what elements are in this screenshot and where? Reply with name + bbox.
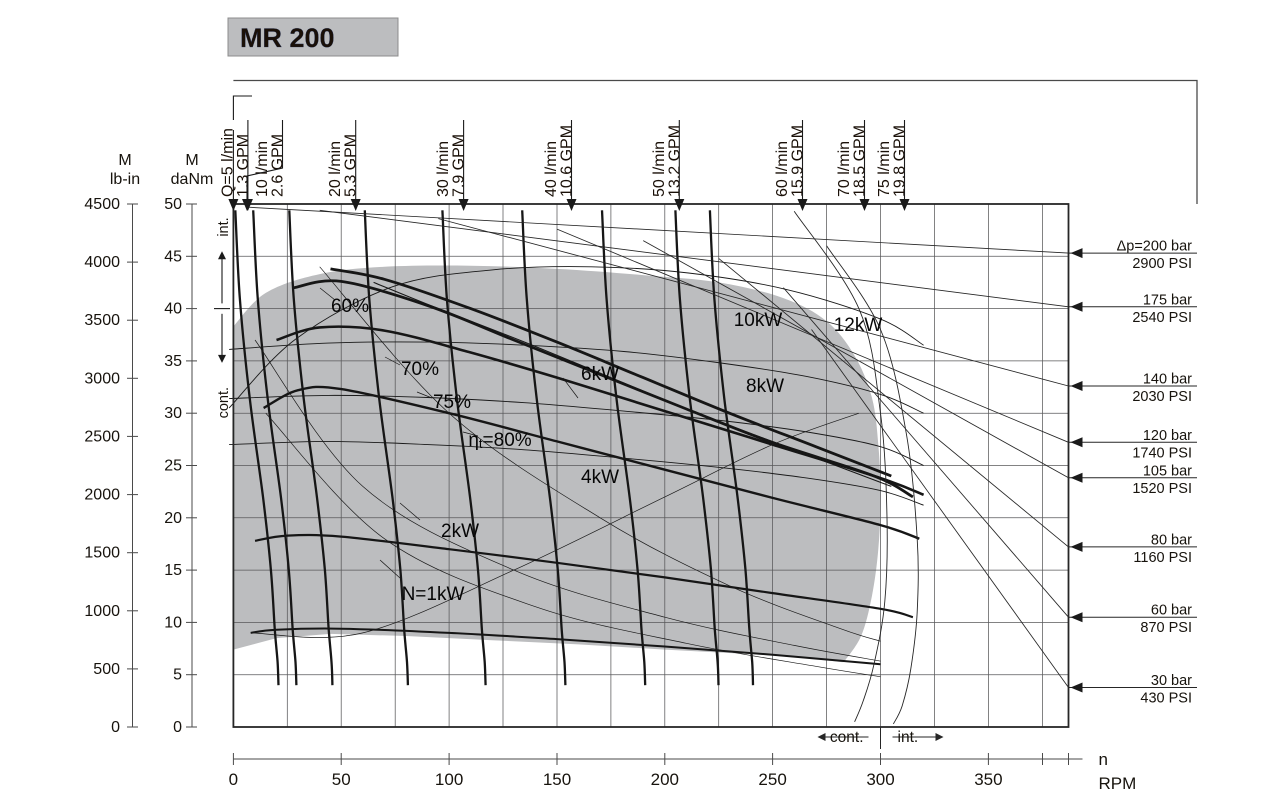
svg-text:int.: int.	[216, 217, 232, 236]
svg-text:2000: 2000	[84, 487, 120, 504]
svg-text:1740 PSI: 1740 PSI	[1132, 445, 1192, 461]
svg-text:10: 10	[164, 614, 182, 631]
svg-text:35: 35	[164, 353, 182, 370]
svg-text:45: 45	[164, 248, 182, 265]
svg-text:6kW: 6kW	[581, 364, 619, 385]
svg-text:70%: 70%	[401, 359, 439, 380]
svg-text:4000: 4000	[84, 254, 120, 271]
svg-text:2.6 GPM: 2.6 GPM	[270, 134, 287, 197]
svg-text:18.5 GPM: 18.5 GPM	[852, 125, 869, 197]
svg-text:60%: 60%	[331, 296, 369, 317]
svg-text:2kW: 2kW	[441, 521, 479, 542]
svg-text:15.9 GPM: 15.9 GPM	[790, 125, 807, 197]
svg-text:2540 PSI: 2540 PSI	[1132, 310, 1192, 326]
svg-text:3500: 3500	[84, 312, 120, 329]
svg-text:13.2 GPM: 13.2 GPM	[666, 125, 683, 197]
svg-text:20 l/min: 20 l/min	[327, 141, 344, 197]
svg-text:ηt=80%: ηt=80%	[468, 430, 531, 451]
svg-text:0: 0	[229, 770, 238, 789]
svg-text:50: 50	[164, 196, 182, 213]
svg-text:30 l/min: 30 l/min	[435, 141, 452, 197]
svg-text:5: 5	[173, 667, 182, 684]
svg-text:430 PSI: 430 PSI	[1140, 691, 1192, 707]
svg-text:20: 20	[164, 510, 182, 527]
svg-text:0: 0	[173, 719, 182, 736]
svg-text:0: 0	[111, 719, 120, 736]
svg-text:100: 100	[435, 770, 463, 789]
svg-text:70 l/min: 70 l/min	[836, 141, 853, 197]
svg-text:Δp=200 bar: Δp=200 bar	[1117, 239, 1193, 255]
svg-text:2500: 2500	[84, 428, 120, 445]
svg-text:30 bar: 30 bar	[1151, 673, 1192, 689]
svg-text:10kW: 10kW	[734, 310, 783, 331]
svg-text:250: 250	[758, 770, 786, 789]
svg-text:1000: 1000	[84, 603, 120, 620]
svg-text:175 bar: 175 bar	[1143, 292, 1192, 308]
svg-text:8kW: 8kW	[746, 376, 784, 397]
svg-text:40 l/min: 40 l/min	[543, 141, 560, 197]
svg-text:75 l/min: 75 l/min	[876, 141, 893, 197]
svg-text:10.6 GPM: 10.6 GPM	[559, 125, 576, 197]
svg-text:daNm: daNm	[171, 171, 214, 188]
svg-text:500: 500	[93, 661, 120, 678]
svg-text:140 bar: 140 bar	[1143, 372, 1192, 388]
svg-text:200: 200	[651, 770, 679, 789]
svg-text:12kW: 12kW	[834, 315, 883, 336]
svg-text:25: 25	[164, 458, 182, 475]
svg-text:105 bar: 105 bar	[1143, 463, 1192, 479]
svg-text:19.8 GPM: 19.8 GPM	[892, 125, 909, 197]
svg-text:75%: 75%	[433, 392, 471, 413]
svg-text:2030 PSI: 2030 PSI	[1132, 389, 1192, 405]
svg-text:350: 350	[974, 770, 1002, 789]
svg-text:60 bar: 60 bar	[1151, 603, 1192, 619]
svg-text:50 l/min: 50 l/min	[651, 141, 668, 197]
svg-text:80 bar: 80 bar	[1151, 532, 1192, 548]
svg-text:60 l/min: 60 l/min	[774, 141, 791, 197]
svg-text:cont.: cont.	[830, 729, 864, 746]
svg-text:cont.: cont.	[216, 387, 232, 418]
svg-text:50: 50	[332, 770, 351, 789]
svg-text:1500: 1500	[84, 545, 120, 562]
svg-text:5.3 GPM: 5.3 GPM	[343, 134, 360, 197]
svg-text:1160 PSI: 1160 PSI	[1133, 550, 1192, 566]
svg-text:n: n	[1099, 750, 1108, 769]
svg-text:40: 40	[164, 301, 182, 318]
svg-text:870 PSI: 870 PSI	[1140, 620, 1192, 636]
svg-text:RPM: RPM	[1099, 774, 1137, 793]
svg-text:120 bar: 120 bar	[1143, 428, 1192, 444]
svg-text:lb-in: lb-in	[110, 171, 140, 188]
svg-text:1520 PSI: 1520 PSI	[1132, 481, 1192, 497]
svg-text:15: 15	[164, 562, 182, 579]
svg-text:1.3 GPM: 1.3 GPM	[235, 134, 252, 197]
svg-text:300: 300	[866, 770, 894, 789]
svg-text:M: M	[118, 152, 131, 169]
svg-text:int.: int.	[898, 729, 919, 746]
svg-text:4kW: 4kW	[581, 467, 619, 488]
svg-text:N=1kW: N=1kW	[402, 584, 465, 605]
svg-text:7.9 GPM: 7.9 GPM	[451, 134, 468, 197]
svg-text:M: M	[185, 152, 198, 169]
svg-text:30: 30	[164, 405, 182, 422]
svg-text:150: 150	[543, 770, 571, 789]
svg-text:3000: 3000	[84, 370, 120, 387]
svg-text:10 l/min: 10 l/min	[254, 141, 271, 197]
svg-text:2900 PSI: 2900 PSI	[1132, 256, 1192, 272]
svg-text:4500: 4500	[84, 196, 120, 213]
svg-text:MR 200: MR 200	[240, 23, 335, 53]
